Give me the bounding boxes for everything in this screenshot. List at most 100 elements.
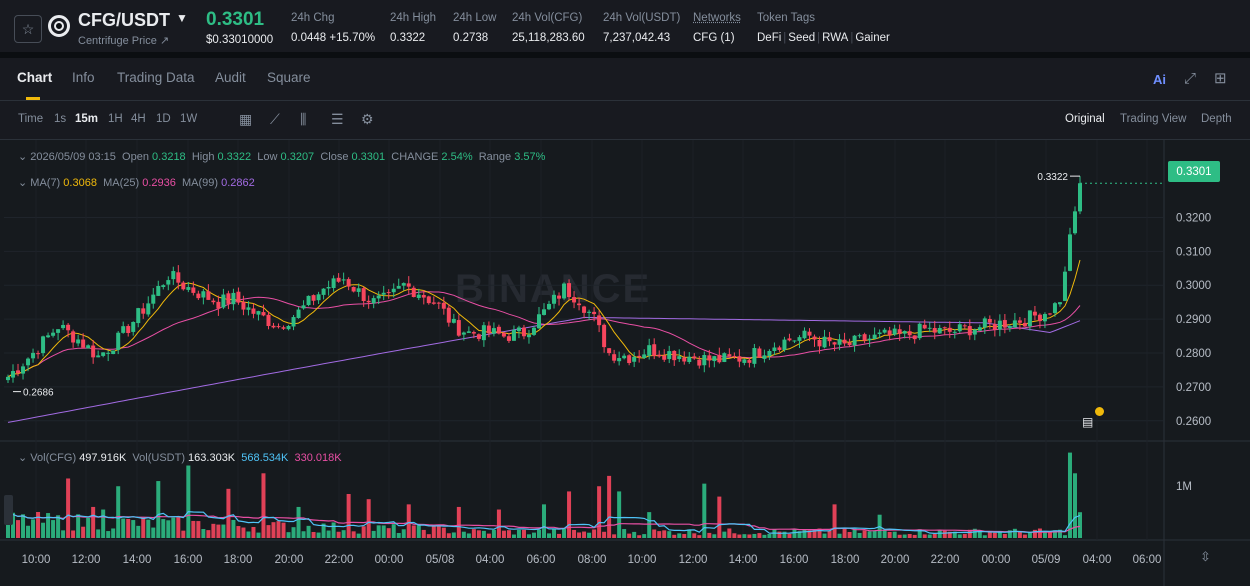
interval-15m[interactable]: 15m [75, 113, 99, 125]
candle-body [276, 326, 281, 328]
candle-body [1047, 313, 1052, 315]
candle-body [501, 332, 506, 337]
volume-bar [1078, 512, 1082, 538]
tag-link[interactable]: RWA [822, 32, 849, 44]
candle-body [727, 354, 732, 357]
ai-icon[interactable]: Ai [1153, 72, 1166, 87]
candle-body [907, 331, 912, 336]
chart-area[interactable]: BINANCE 0.3200 0.3100 0.3000 0.2900 0.2800 0.… [0, 140, 1250, 586]
tag-link[interactable]: Gainer [855, 32, 890, 44]
pair-symbol[interactable]: CFG/USDT [78, 10, 170, 30]
tag-link[interactable]: Seed [788, 32, 816, 44]
y-tick-label: 0.2900 [1176, 314, 1211, 326]
volume-bar [992, 532, 997, 538]
volume-bar [702, 483, 707, 538]
gear-icon[interactable]: ⚙ [361, 111, 374, 127]
tab-audit[interactable]: Audit [215, 70, 246, 85]
stat-label: 24h Chg [291, 12, 335, 24]
stat-value: 25,118,283.60 [512, 32, 585, 44]
candle-body [982, 318, 987, 328]
volume-bar [76, 514, 81, 538]
x-tick-label: 04:00 [476, 554, 505, 566]
candle-body [667, 351, 672, 360]
tab-trading-data[interactable]: Trading Data [117, 70, 195, 85]
candle-body [797, 337, 802, 341]
view-original[interactable]: Original [1065, 113, 1105, 125]
indicator-icon[interactable]: ⟋ [270, 111, 280, 127]
x-tick-label: 05/08 [426, 554, 455, 566]
candlestick-chart-svg[interactable]: 0.3200 0.3100 0.3000 0.2900 0.2800 0.2700 0.26… [0, 140, 1250, 586]
token-name-link[interactable]: Centrifuge Price ↗ [78, 35, 170, 47]
candle-body [617, 358, 622, 362]
view-depth[interactable]: Depth [1201, 113, 1232, 125]
expand-icon[interactable]: ⤢ [1184, 70, 1197, 87]
stat-networks[interactable]: Networks CFG (1) [693, 12, 741, 44]
candle-body [822, 336, 827, 348]
volume-bar [857, 532, 862, 538]
interval-1d[interactable]: 1D [156, 113, 171, 125]
volume-bar [867, 531, 872, 538]
view-trading-view[interactable]: Trading View [1120, 113, 1187, 125]
stat-value: 0.0448 +15.70% [291, 32, 376, 44]
fit-vertical-icon[interactable]: ⇳ [1200, 549, 1211, 564]
volume-bar [421, 529, 426, 538]
event-marker-dot[interactable] [1095, 407, 1104, 416]
candle-body [256, 311, 261, 315]
candle-body [146, 303, 151, 315]
candle-body [6, 376, 10, 381]
collapse-icon[interactable]: ⌄ [18, 177, 28, 189]
interval-4h[interactable]: 4H [131, 113, 146, 125]
candle-body [191, 287, 196, 293]
favorite-star-icon[interactable]: ☆ [14, 15, 42, 43]
chart-type-icon[interactable]: ⫼ [300, 111, 307, 127]
layout-grid-icon[interactable]: ⊞ [1214, 70, 1227, 87]
candle-body [657, 354, 662, 357]
volume-bar [131, 520, 136, 538]
volume-bar [326, 530, 331, 538]
ma7-label: MA(7) [30, 177, 61, 189]
ma7-line [7, 259, 1081, 378]
volume-bar [466, 533, 471, 538]
candle-body [1027, 310, 1032, 327]
candle-body [567, 283, 572, 298]
candle-body [506, 336, 511, 341]
candle-body [316, 294, 321, 301]
tab-chart[interactable]: Chart [17, 70, 53, 85]
stat-24h-vol-quote: 24h Vol(USDT) 7,237,042.43 [603, 12, 680, 44]
candle-body [266, 314, 271, 327]
collapse-icon[interactable]: ⌄ [18, 151, 28, 163]
candle-body [201, 291, 206, 298]
candle-body [827, 337, 832, 342]
candle-body [246, 307, 251, 310]
volume-bar [531, 532, 536, 538]
tab-square[interactable]: Square [267, 70, 311, 85]
calendar-icon[interactable]: ▦ [239, 111, 253, 127]
interval-1h[interactable]: 1H [108, 113, 123, 125]
interval-1s[interactable]: 1s [54, 113, 67, 125]
legend-low-label: Low [257, 151, 278, 163]
candle-body [832, 342, 837, 345]
note-icon[interactable]: ▤ [1082, 415, 1094, 429]
candle-body [126, 326, 131, 334]
tab-info[interactable]: Info [72, 70, 95, 85]
volume-bar [166, 520, 171, 538]
pair-dropdown-caret-icon[interactable]: ▼ [176, 11, 188, 25]
max-price-label: 0.3322 [1037, 172, 1068, 183]
tag-link[interactable]: DeFi [757, 32, 782, 44]
volume-bar [221, 524, 226, 538]
candle-body [151, 294, 156, 304]
ma-legend: ⌄ MA(7) 0.3068 MA(25) 0.2936 MA(99) 0.28… [18, 176, 255, 189]
interval-time[interactable]: Time [18, 113, 44, 125]
volume-bar [952, 531, 957, 538]
volume-bar [597, 486, 602, 538]
candle-body [972, 329, 977, 335]
volume-bar [562, 528, 567, 538]
candle-body [852, 335, 857, 346]
x-tick-label: 20:00 [881, 554, 910, 566]
candle-body [612, 354, 617, 361]
candle-body [306, 295, 311, 306]
stat-label: 24h Vol(USDT) [603, 12, 681, 24]
interval-1w[interactable]: 1W [180, 113, 198, 125]
collapse-icon[interactable]: ⌄ [18, 452, 28, 464]
settings-list-icon[interactable]: ☰ [331, 111, 344, 127]
